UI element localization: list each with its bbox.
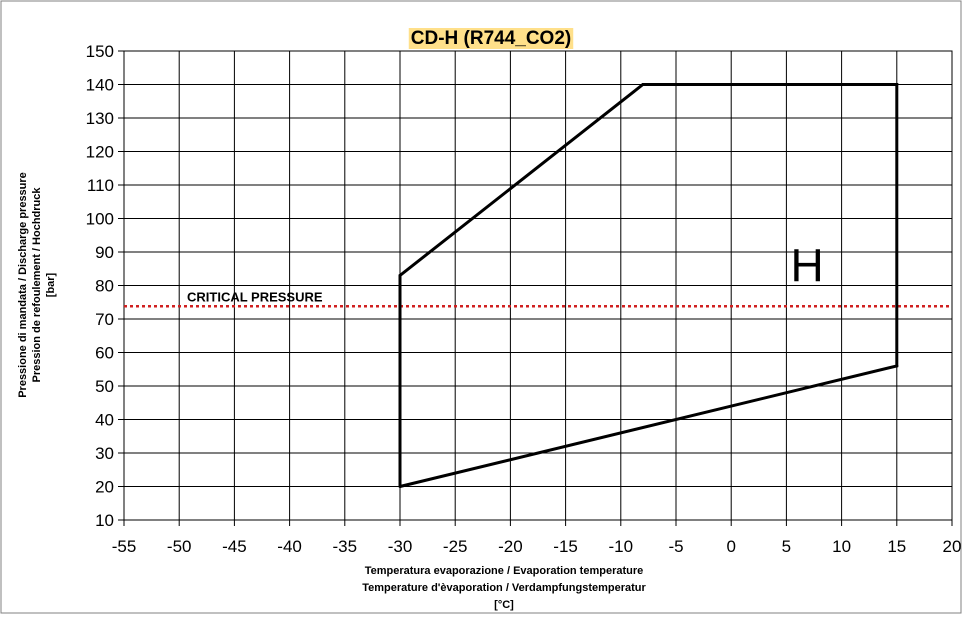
x-tick-label: -40: [277, 537, 302, 556]
axis-ticks: -55 -50 -45 -40 -35 -30 -25 -20 -15 -10 -5 0 5 10 15 20…: [86, 42, 962, 556]
x-tick-label: -35: [333, 537, 358, 556]
y-tick-label: 60: [95, 344, 114, 363]
envelope-vertex: [895, 364, 899, 368]
x-tick-label: 20: [943, 537, 962, 556]
y-tick-label: 130: [86, 109, 114, 128]
series-envelope-line: [398, 83, 899, 488]
y-tick-label: 110: [87, 176, 114, 195]
x-tick-label: -20: [498, 537, 523, 556]
region-label: H: [790, 239, 823, 291]
y-axis-label-line-2: Pression de refoulement / Hochdruck: [31, 187, 43, 383]
y-tick-label: 140: [86, 76, 114, 95]
x-tick-label: -45: [222, 537, 247, 556]
critical-pressure-group: CRITICAL PRESSURE: [124, 289, 952, 308]
y-axis-label: Pressione di mandata / Discharge pressur…: [17, 172, 57, 398]
x-tick-label: 0: [726, 537, 735, 556]
envelope-vertex: [398, 273, 402, 277]
x-axis-label-line-2: Temperature d'èvaporation / Verdampfungs…: [362, 582, 646, 594]
envelope-vertex: [895, 83, 899, 86]
y-tick-label: 80: [95, 277, 114, 296]
critical-pressure-label: CRITICAL PRESSURE: [187, 289, 323, 304]
x-tick-label: 5: [782, 537, 791, 556]
y-axis-label-line-1: Pressione di mandata / Discharge pressur…: [17, 172, 29, 398]
chart-title: CD-H (R744_CO2): [411, 28, 571, 49]
y-tick-label: 90: [95, 243, 114, 262]
y-tick-label: 50: [95, 377, 114, 396]
x-tick-label: -55: [112, 537, 137, 556]
y-tick-label: 120: [86, 143, 114, 162]
x-axis-label-line-3: [°C]: [494, 599, 514, 611]
x-tick-label: -15: [553, 537, 578, 556]
y-tick-label: 70: [95, 310, 114, 329]
series-envelope-points: [398, 83, 899, 488]
x-tick-label: 10: [832, 537, 851, 556]
y-axis-label-line-3: [bar]: [45, 272, 57, 297]
chart-title-group: CD-H (R744_CO2): [408, 28, 574, 49]
x-axis-label: Temperatura evaporazione / Evaporation t…: [362, 565, 646, 611]
x-tick-label: 15: [887, 537, 906, 556]
envelope-vertex: [641, 83, 645, 86]
title-highlight: [408, 28, 574, 49]
y-tick-label: 20: [95, 478, 114, 497]
x-tick-label: -30: [388, 537, 413, 556]
y-tick-label: 100: [86, 210, 114, 229]
y-tick-label: 30: [95, 444, 114, 463]
y-tick-label: 150: [86, 42, 114, 61]
x-tick-label: -10: [609, 537, 634, 556]
y-tick-label: 40: [95, 411, 114, 430]
x-tick-label: -5: [668, 537, 683, 556]
envelope-vertex: [398, 485, 402, 488]
x-tick-label: -25: [443, 537, 468, 556]
x-tick-label: -50: [167, 537, 192, 556]
x-axis-label-line-1: Temperatura evaporazione / Evaporation t…: [365, 565, 644, 577]
y-tick-label: 10: [95, 511, 114, 530]
